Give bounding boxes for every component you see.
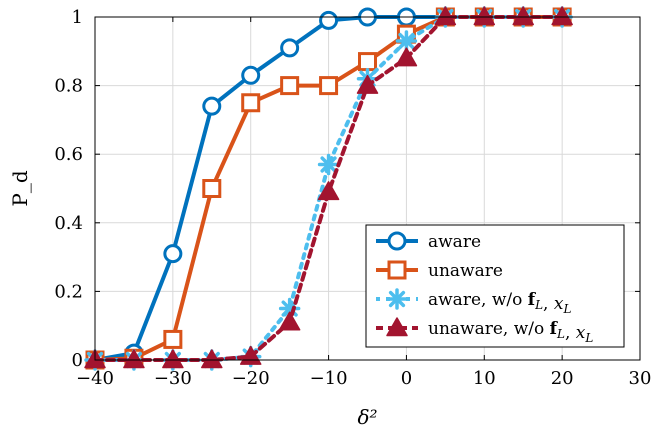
- data-point: [319, 76, 339, 96]
- x-tick-label: −20: [232, 368, 270, 389]
- data-point: [202, 96, 222, 116]
- data-point: [201, 349, 223, 369]
- data-point: [551, 6, 573, 26]
- asterisk-arm: [281, 300, 298, 317]
- legend-marker: [386, 288, 408, 310]
- y-tick-label: 1: [72, 7, 83, 28]
- legend-marker: [387, 260, 407, 280]
- data-point: [356, 74, 379, 94]
- data-point: [512, 6, 534, 26]
- data-point: [280, 38, 300, 58]
- x-tick-label: 10: [473, 368, 496, 389]
- y-tick-label: 0.8: [54, 76, 83, 97]
- asterisk-arm: [398, 32, 415, 50]
- legend-label: unaware: [428, 261, 503, 281]
- y-tick-label: 0: [72, 350, 83, 371]
- x-axis-label: δ²: [357, 405, 377, 429]
- x-tick-label: 30: [629, 368, 652, 389]
- data-point: [395, 30, 418, 52]
- asterisk-arm: [320, 156, 337, 173]
- asterisk-arm: [388, 290, 406, 308]
- legend-marker: [387, 231, 407, 251]
- data-point: [395, 47, 418, 67]
- data-point: [317, 181, 340, 201]
- data-point: [163, 329, 183, 349]
- y-tick-label: 0.2: [54, 281, 83, 302]
- legend-item: unaware: [376, 260, 503, 281]
- legend-marker: [386, 317, 408, 337]
- data-point: [163, 244, 183, 264]
- data-point: [241, 93, 261, 113]
- data-point: [202, 179, 222, 198]
- data-point: [317, 153, 340, 176]
- legend-label: unaware, w/o fL, xL: [428, 319, 593, 345]
- data-point: [278, 311, 301, 331]
- x-tick-label: −40: [76, 368, 114, 389]
- legend: aware unaware aware, w/o fL, xL unaware, w/…: [365, 224, 625, 348]
- legend-item: aware: [376, 231, 481, 252]
- y-tick-label: 0.4: [54, 213, 83, 234]
- legend-item: aware, w/o fL, xL: [376, 288, 571, 316]
- data-point: [473, 6, 496, 26]
- plot-frame: [94, 16, 641, 361]
- legend-label: aware: [428, 232, 481, 252]
- data-point: [319, 10, 339, 30]
- data-point: [241, 65, 261, 85]
- legend-box: [365, 224, 625, 348]
- data-point: [434, 6, 457, 26]
- legend-label: aware, w/o fL, xL: [428, 290, 571, 316]
- x-tick-label: 0: [401, 368, 412, 389]
- y-axis-label: P_d: [8, 170, 32, 206]
- data-point: [162, 349, 184, 369]
- data-point: [123, 349, 145, 369]
- x-tick-label: −10: [310, 368, 348, 389]
- x-tick-label: 20: [551, 368, 574, 389]
- axis-ticks: −40 −30 −20 −10 0 10 20 30 0 0.2 0.4 0.6 0.8 1: [54, 7, 651, 389]
- data-point: [358, 52, 377, 72]
- y-tick-label: 0.6: [54, 144, 83, 165]
- legend-item: unaware, w/o fL, xL: [376, 317, 593, 345]
- x-tick-label: −30: [154, 368, 192, 389]
- data-point: [280, 76, 300, 96]
